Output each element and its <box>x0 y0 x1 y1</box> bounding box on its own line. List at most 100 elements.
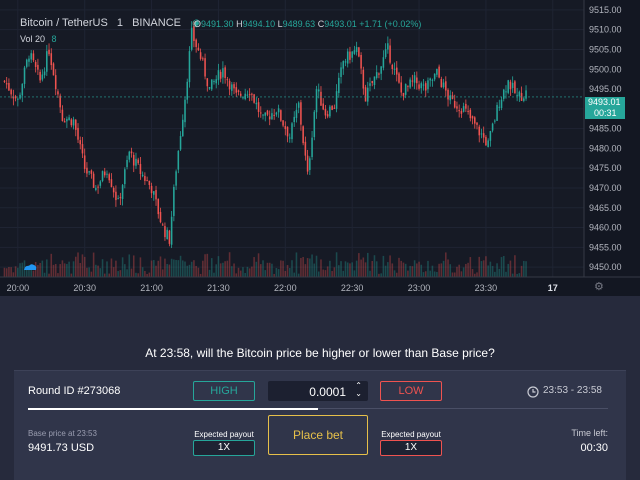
volume-bar <box>433 271 436 277</box>
candle-body <box>411 80 414 82</box>
candle-body <box>364 87 367 102</box>
volume-bar <box>335 252 338 277</box>
candle-body <box>168 230 171 244</box>
candle-body <box>313 111 316 138</box>
low-button[interactable]: LOW <box>380 381 442 401</box>
volume-bar <box>157 260 160 277</box>
candlestick-chart[interactable]: 9450.00 9455.00 9460.00 9465.00 9470.00 9475.… <box>0 0 640 296</box>
candle-body <box>164 226 166 238</box>
candle-body <box>458 110 460 112</box>
volume-bar <box>179 255 182 277</box>
amount-value[interactable]: 0.0001 <box>309 385 346 399</box>
candle-body <box>387 43 389 50</box>
volume-bar <box>507 263 509 277</box>
amount-stepper-icon[interactable]: ⌃ ⌄ <box>355 381 362 398</box>
volume-bar <box>86 267 88 277</box>
volume-bar <box>215 264 217 277</box>
candle-body <box>52 63 55 76</box>
tradingview-logo-icon[interactable] <box>23 259 37 270</box>
volume-bar <box>271 263 273 277</box>
candle-body <box>110 179 113 188</box>
candle-body <box>509 81 512 90</box>
round-id: Round ID #273068 <box>28 385 121 397</box>
volume-bar <box>260 264 262 277</box>
volume-bar <box>358 253 360 277</box>
candle-body <box>233 84 235 89</box>
candle-body <box>351 51 353 58</box>
close-value: 9493.01 <box>324 19 357 29</box>
volume-bar <box>516 273 518 277</box>
volume-bar <box>150 260 153 277</box>
place-bet-button[interactable]: Place bet <box>268 415 368 455</box>
chart-settings-gear-icon[interactable]: ⚙ <box>594 281 604 293</box>
price-chart-pane[interactable]: 9450.00 9455.00 9460.00 9465.00 9470.00 9475.… <box>0 0 640 296</box>
candle-body <box>246 94 249 96</box>
volume-header[interactable]: Vol 20 8 <box>20 34 57 44</box>
candle-body <box>280 110 282 121</box>
volume-bar <box>239 270 242 277</box>
volume-value: 8 <box>51 34 57 44</box>
candle-body <box>456 106 458 109</box>
candle-body <box>108 174 111 181</box>
volume-bar <box>186 265 189 277</box>
chart-header: Bitcoin / TetherUS 1 BINANCE ◉ <box>20 17 201 29</box>
volume-bar <box>61 260 64 277</box>
candle-body <box>371 80 374 83</box>
candle-body <box>124 169 126 185</box>
change-value: +1.71 (+0.02%) <box>359 19 422 29</box>
candle-body <box>95 187 97 191</box>
candle-body <box>28 58 30 62</box>
candle-body <box>449 95 452 101</box>
candle-body <box>453 101 456 108</box>
volume-bar <box>92 252 95 277</box>
candle-body <box>462 106 465 112</box>
volume-bar <box>37 265 39 277</box>
volume-bar <box>413 260 416 277</box>
candle-body <box>128 151 131 160</box>
volume-bar <box>50 253 53 277</box>
volume-bar <box>168 264 171 277</box>
candle-body <box>317 89 320 92</box>
candle-body <box>235 87 238 93</box>
candle-body <box>498 106 501 108</box>
volume-bar <box>440 263 443 277</box>
volume-bar <box>14 266 17 277</box>
volume-bar <box>242 267 244 277</box>
volume-bar <box>431 265 434 277</box>
candle-body <box>505 91 507 93</box>
volume-bar <box>315 255 318 277</box>
volume-bar <box>391 263 394 277</box>
amount-field[interactable]: 0.0001 ⌃ ⌄ <box>268 381 368 401</box>
candle-body <box>440 79 443 88</box>
volume-bar <box>333 267 336 277</box>
volume-bar <box>8 267 10 277</box>
candle-body <box>273 114 275 116</box>
volume-bar <box>520 265 523 277</box>
candle-body <box>130 151 133 154</box>
x-tick-label: 22:00 <box>274 283 297 293</box>
candle-body <box>121 185 124 199</box>
candle-body <box>286 126 289 137</box>
candle-body <box>166 229 168 240</box>
candle-body <box>195 39 197 47</box>
candle-body <box>384 49 387 58</box>
candle-body <box>8 83 10 91</box>
volume-bar <box>453 272 456 277</box>
candle-body <box>433 73 436 80</box>
volume-bar <box>197 267 200 277</box>
volume-bar <box>460 271 463 277</box>
volume-bar <box>90 271 93 277</box>
candle-body <box>228 80 231 90</box>
volume-bar <box>262 260 264 277</box>
candle-body <box>146 180 148 182</box>
volume-bar <box>420 264 423 277</box>
candle-body <box>253 94 255 103</box>
volume-bar <box>226 260 229 277</box>
candle-body <box>184 99 186 123</box>
interval[interactable]: 1 <box>116 17 124 29</box>
symbol-name[interactable]: Bitcoin / TetherUS <box>20 17 108 29</box>
payout-low: 1X <box>380 440 442 456</box>
candle-body <box>90 170 93 174</box>
high-button[interactable]: HIGH <box>193 381 255 401</box>
volume-bar <box>146 273 148 277</box>
